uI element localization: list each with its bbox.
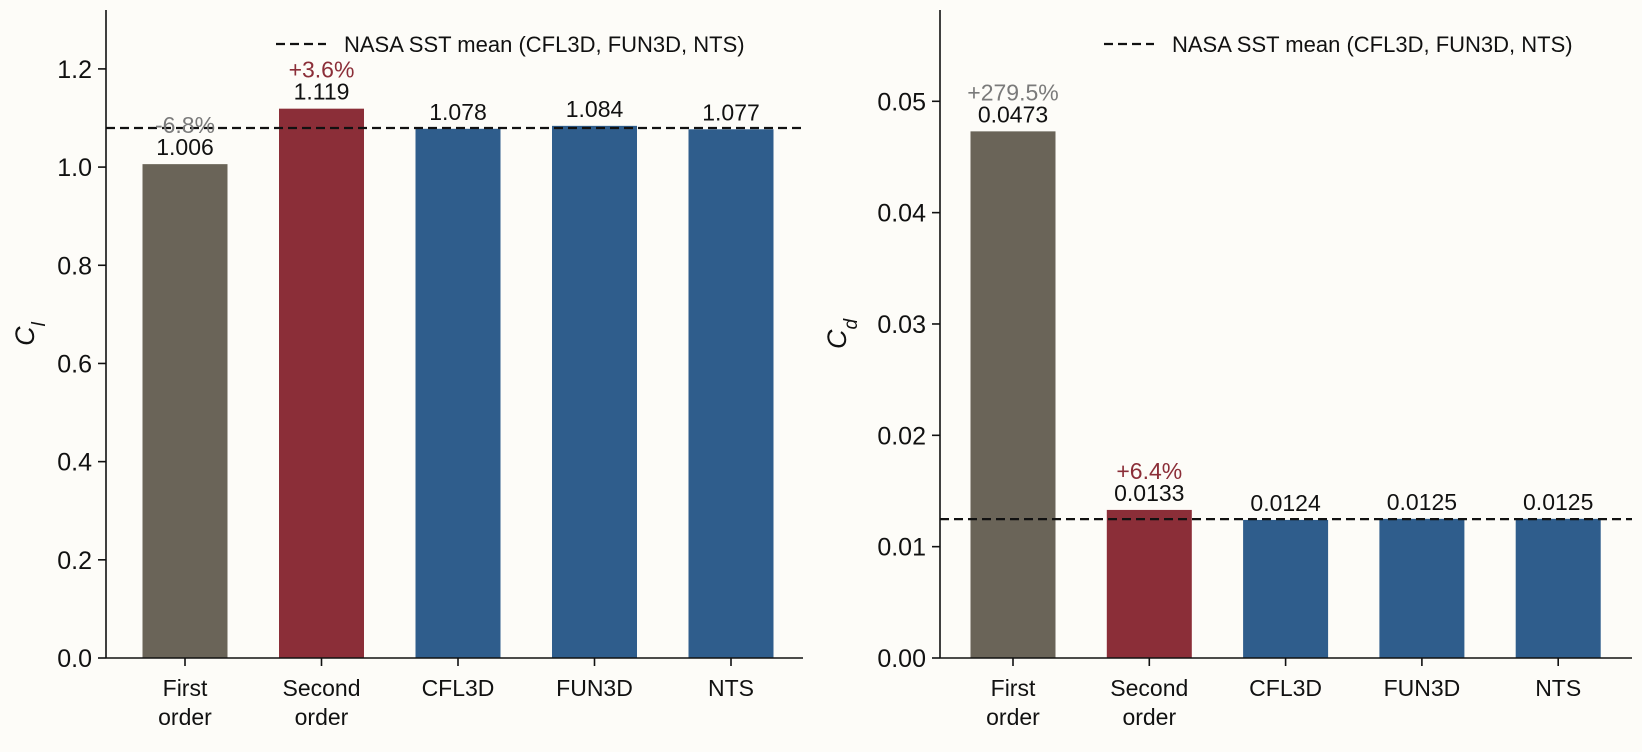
bar-value-label: 0.0125 <box>1523 489 1593 515</box>
x-tick-label: order <box>158 704 212 730</box>
y-axis-label-sub: l <box>29 321 50 326</box>
bar <box>415 128 501 659</box>
bar <box>142 164 228 659</box>
bar <box>552 125 637 658</box>
chart-panel-1: 1.006-6.8% 1.119+3.6% 1.078 1.084 1.077 0.0 0.… <box>10 10 803 730</box>
deviation-label: +6.4% <box>1116 458 1182 484</box>
legend: NASA SST mean (CFL3D, FUN3D, NTS) <box>1104 32 1573 57</box>
x-tick-label: NTS <box>1535 675 1581 701</box>
bar-value-label: 0.0125 <box>1387 489 1457 515</box>
bar-value-label: 0.0473 <box>978 101 1048 127</box>
bar <box>1515 518 1601 658</box>
bar-value-label: 1.077 <box>702 99 760 125</box>
bar-value-label: 0.0124 <box>1250 490 1321 516</box>
y-tick-label: 0.00 <box>877 645 926 673</box>
bar <box>1106 509 1192 658</box>
x-tick-label: CFL3D <box>1249 675 1322 701</box>
x-tick-label: order <box>295 704 349 730</box>
deviation-label: +3.6% <box>289 57 355 83</box>
legend: NASA SST mean (CFL3D, FUN3D, NTS) <box>276 32 745 57</box>
bar-value-label: 1.084 <box>566 96 624 122</box>
y-tick-label: 0.6 <box>57 350 92 378</box>
y-tick-label: 0.02 <box>877 422 926 450</box>
bar <box>279 108 364 658</box>
deviation-label: +279.5% <box>967 79 1058 105</box>
y-tick-label: 0.05 <box>877 88 926 116</box>
y-tick-label: 0.2 <box>57 547 92 575</box>
x-tick-label: First <box>163 675 208 701</box>
chart-panel-2: 0.0473+279.5% 0.0133+6.4% 0.0124 0.0125 0.01… <box>822 10 1632 730</box>
y-axis-label: Cd <box>822 318 862 350</box>
y-tick-label: 1.2 <box>57 56 92 84</box>
x-tick-label: NTS <box>708 675 754 701</box>
bar-value-label: 0.0133 <box>1114 480 1184 506</box>
x-tick-label: order <box>986 704 1040 730</box>
y-tick-label: 0.4 <box>57 449 92 477</box>
bar-value-label: 1.078 <box>429 99 487 125</box>
y-tick-label: 0.03 <box>877 311 926 339</box>
bar-value-label: 1.006 <box>156 134 214 160</box>
bar <box>1379 518 1465 658</box>
y-tick-label: 0.8 <box>57 252 92 280</box>
bar <box>688 129 774 659</box>
legend-label: NASA SST mean (CFL3D, FUN3D, NTS) <box>344 32 745 57</box>
legend-label: NASA SST mean (CFL3D, FUN3D, NTS) <box>1172 32 1573 57</box>
y-axis-label-sub: d <box>841 318 862 330</box>
y-axis-label-main: C <box>10 326 40 346</box>
x-tick-label: CFL3D <box>422 675 495 701</box>
bar-value-label: 1.119 <box>294 79 350 105</box>
x-tick-label: First <box>991 675 1036 701</box>
deviation-label: -6.8% <box>155 112 215 138</box>
x-tick-label: Second <box>1110 675 1188 701</box>
y-tick-label: 0.01 <box>877 534 926 562</box>
bar <box>1243 519 1329 658</box>
x-tick-label: FUN3D <box>556 675 633 701</box>
y-tick-label: 0.0 <box>57 645 92 673</box>
y-tick-label: 1.0 <box>57 154 92 182</box>
x-tick-label: Second <box>282 675 360 701</box>
x-tick-label: order <box>1122 704 1176 730</box>
y-axis-label: Cl <box>10 321 50 346</box>
bar <box>970 131 1056 658</box>
y-axis-label-main: C <box>822 329 852 349</box>
y-tick-label: 0.04 <box>877 200 926 228</box>
x-tick-label: FUN3D <box>1384 675 1461 701</box>
